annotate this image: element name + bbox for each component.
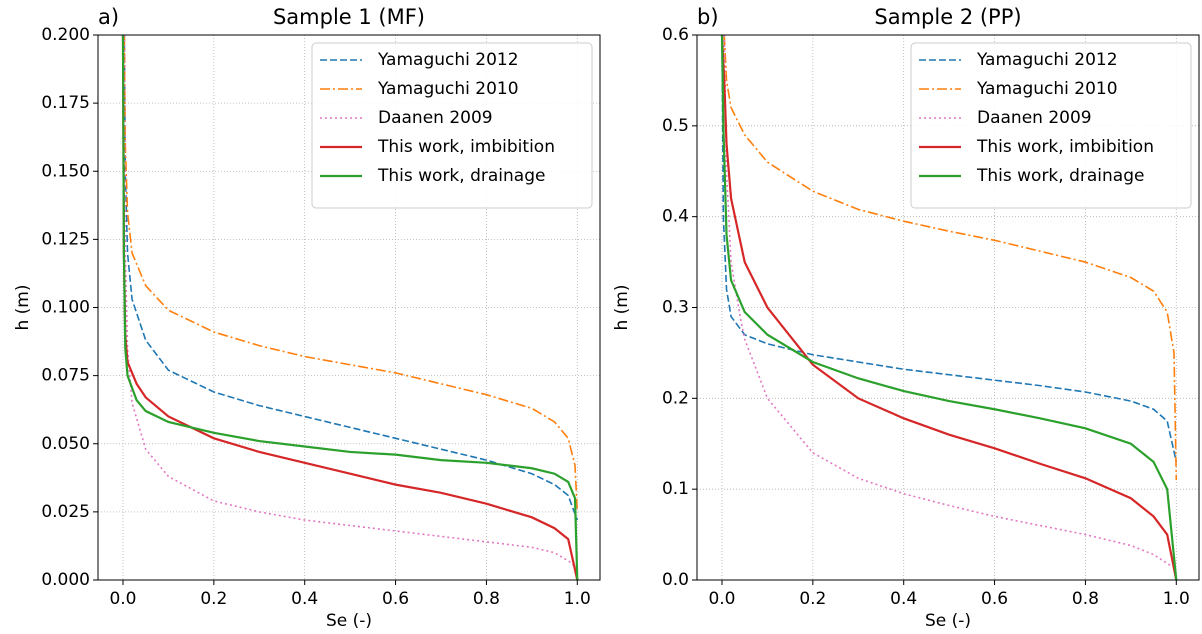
- data-line: [123, 35, 579, 512]
- y-tick-label: 0.050: [41, 434, 90, 454]
- y-tick-label: 0.175: [41, 93, 90, 113]
- legend-label: Daanen 2009: [977, 108, 1092, 128]
- x-tick-label: 0.6: [981, 589, 1008, 609]
- y-tick-label: 0.125: [41, 229, 90, 249]
- y-tick-label: 0.3: [662, 298, 689, 318]
- legend: Yamaguchi 2012 Yamaguchi 2010 Daanen 2009 T…: [910, 42, 1192, 209]
- panel-label: a): [98, 5, 119, 29]
- subplot: 0.0 0.2 0.4 0.6 0.8 1.0 0.0 0.1 0.2 0.3 0.4 0.5 0.6 b…: [612, 5, 1200, 631]
- data-line: [121, 35, 579, 580]
- panel-label: b): [697, 5, 719, 29]
- legend-label: This work, drainage: [377, 166, 545, 186]
- x-tick-label: 0.0: [109, 589, 136, 609]
- x-axis-label: Se (-): [925, 611, 971, 631]
- subplot: 0.0 0.2 0.4 0.6 0.8 1.0 0.000 0.025 0.050 0.075 0.…: [13, 5, 601, 631]
- legend-label: Yamaguchi 2012: [976, 50, 1118, 70]
- y-tick-label: 0.025: [41, 502, 90, 522]
- x-axis-label: Se (-): [326, 611, 372, 631]
- x-tick-label: 0.4: [291, 589, 318, 609]
- legend-box: [910, 42, 1192, 209]
- y-tick-label: 0.075: [41, 366, 90, 386]
- y-tick-label: 0.6: [662, 25, 689, 45]
- data-line: [723, 35, 1178, 481]
- x-tick-label: 0.2: [200, 589, 227, 609]
- y-tick-label: 0.0: [662, 570, 689, 590]
- legend-box: [311, 42, 593, 209]
- legend: Yamaguchi 2012 Yamaguchi 2010 Daanen 2009 T…: [311, 42, 593, 209]
- y-tick-label: 0.2: [662, 388, 689, 408]
- data-line: [121, 35, 579, 580]
- x-tick-label: 0.8: [473, 589, 500, 609]
- y-axis-label: h (m): [13, 284, 33, 330]
- axes-frame: [97, 34, 601, 581]
- x-tick-label: 1.0: [1163, 589, 1190, 609]
- x-tick-label: 0.8: [1072, 589, 1099, 609]
- y-tick-label: 0.150: [41, 161, 90, 181]
- data-line: [123, 35, 579, 521]
- data-line: [721, 35, 1178, 463]
- y-tick-label: 0.1: [662, 479, 689, 499]
- legend-label: Daanen 2009: [378, 108, 493, 128]
- legend-label: This work, imbibition: [377, 137, 555, 157]
- legend-label: Yamaguchi 2010: [377, 79, 519, 99]
- x-tick-label: 0.4: [890, 589, 917, 609]
- data-line: [723, 35, 1173, 568]
- x-tick-label: 0.2: [799, 589, 826, 609]
- data-line: [720, 35, 1178, 580]
- legend-label: Yamaguchi 2012: [377, 50, 519, 70]
- data-line: [720, 35, 1178, 580]
- y-axis-label: h (m): [612, 284, 632, 330]
- y-tick-label: 0.200: [41, 25, 90, 45]
- chart-title: Sample 2 (PP): [874, 5, 1021, 29]
- y-tick-label: 0.100: [41, 298, 90, 318]
- legend-label: Yamaguchi 2010: [976, 79, 1118, 99]
- data-line: [123, 35, 579, 575]
- axes-frame: [696, 34, 1200, 581]
- legend-label: This work, drainage: [976, 166, 1144, 186]
- x-tick-label: 1.0: [564, 589, 591, 609]
- legend-label: This work, imbibition: [976, 137, 1154, 157]
- x-tick-label: 0.6: [382, 589, 409, 609]
- y-tick-label: 0.4: [662, 207, 689, 227]
- x-tick-label: 0.0: [708, 589, 735, 609]
- chart-title: Sample 1 (MF): [273, 5, 425, 29]
- y-tick-label: 0.5: [662, 116, 689, 136]
- y-tick-label: 0.000: [41, 570, 90, 590]
